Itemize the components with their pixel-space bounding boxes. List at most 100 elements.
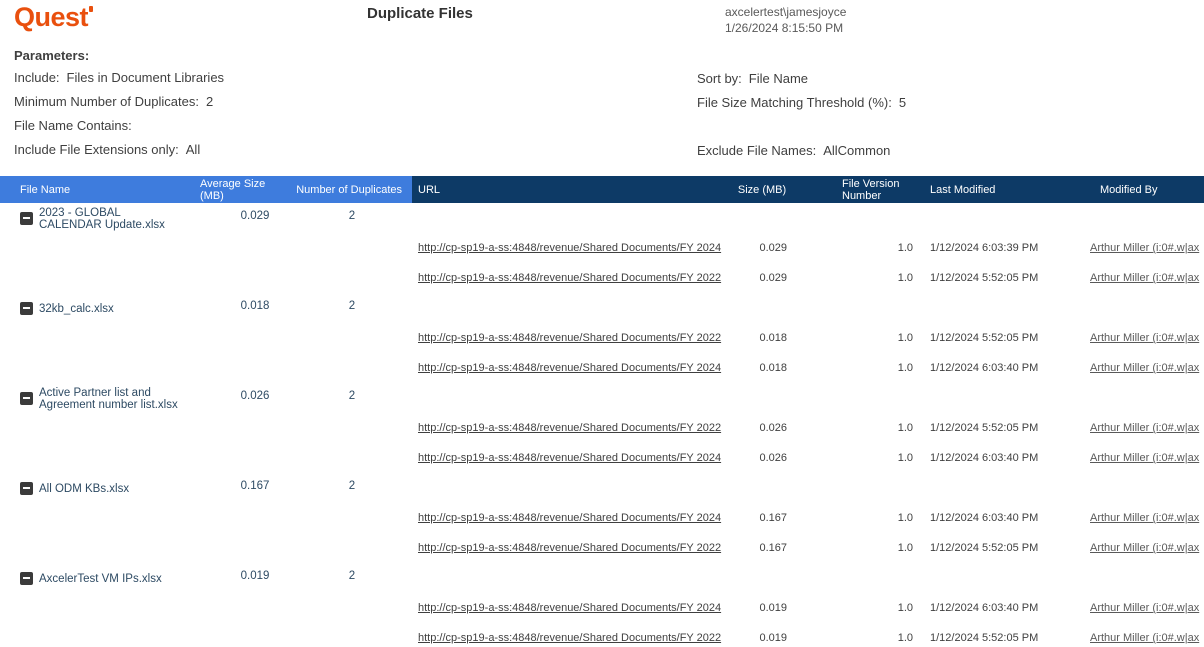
quest-logo: Quest bbox=[14, 2, 94, 33]
modified-by-link[interactable]: Arthur Miller (i:0#.w|ax bbox=[1090, 452, 1200, 464]
modified-by-link[interactable]: Arthur Miller (i:0#.w|ax bbox=[1090, 632, 1200, 644]
file-name: All ODM KBs.xlsx bbox=[39, 483, 130, 495]
modified-by-cell: Arthur Miller (i:0#.w|ax bbox=[1090, 542, 1204, 554]
duplicate-count-value: 2 bbox=[348, 300, 356, 312]
file-name-cell: Active Partner list and Agreement number… bbox=[0, 383, 200, 413]
collapse-icon[interactable] bbox=[20, 301, 33, 315]
file-version-value: 1.0 bbox=[897, 512, 913, 524]
file-name-cell: 2023 - GLOBAL CALENDAR Update.xlsx bbox=[0, 203, 200, 233]
file-name: AxcelerTest VM IPs.xlsx bbox=[39, 573, 162, 585]
duplicate-file-row: http://cp-sp19-a-ss:4848/revenue/Shared … bbox=[0, 533, 1204, 563]
trademark-icon bbox=[89, 6, 94, 12]
size-value: 0.167 bbox=[759, 512, 787, 524]
url-cell: http://cp-sp19-a-ss:4848/revenue/Shared … bbox=[412, 272, 732, 284]
file-url-link[interactable]: http://cp-sp19-a-ss:4848/revenue/Shared … bbox=[418, 242, 722, 254]
quest-logo-text: Quest bbox=[14, 2, 89, 32]
modified-by-cell: Arthur Miller (i:0#.w|ax bbox=[1090, 512, 1204, 524]
file-version-value: 1.0 bbox=[897, 422, 913, 434]
collapse-icon[interactable] bbox=[20, 391, 33, 405]
average-size-value: 0.019 bbox=[240, 570, 270, 582]
parameters-left: Parameters: Include: Files in Document Li… bbox=[14, 48, 224, 162]
collapse-icon[interactable] bbox=[20, 571, 33, 585]
size-value: 0.019 bbox=[759, 602, 787, 614]
last-modified-value: 1/12/2024 6:03:40 PM bbox=[930, 452, 1039, 464]
group-summary-row: Active Partner list and Agreement number… bbox=[0, 383, 1204, 413]
group-summary-row: 2023 - GLOBAL CALENDAR Update.xlsx 0.029… bbox=[0, 203, 1204, 233]
modified-by-cell: Arthur Miller (i:0#.w|ax bbox=[1090, 272, 1204, 284]
file-name-cell: All ODM KBs.xlsx bbox=[0, 473, 200, 503]
size-value: 0.019 bbox=[759, 632, 787, 644]
url-cell: http://cp-sp19-a-ss:4848/revenue/Shared … bbox=[412, 242, 732, 254]
file-url-link[interactable]: http://cp-sp19-a-ss:4848/revenue/Shared … bbox=[418, 632, 722, 644]
duplicate-group: 2023 - GLOBAL CALENDAR Update.xlsx 0.029… bbox=[0, 203, 1204, 293]
column-header-file-name: File Name bbox=[0, 176, 200, 203]
last-modified-value: 1/12/2024 5:52:05 PM bbox=[930, 272, 1039, 284]
group-summary-row: AxcelerTest VM IPs.xlsx 0.019 2 bbox=[0, 563, 1204, 593]
file-version-value: 1.0 bbox=[897, 632, 913, 644]
duplicate-group: Active Partner list and Agreement number… bbox=[0, 383, 1204, 473]
modified-by-cell: Arthur Miller (i:0#.w|ax bbox=[1090, 332, 1204, 344]
collapse-icon[interactable] bbox=[20, 211, 33, 225]
file-name-cell: AxcelerTest VM IPs.xlsx bbox=[0, 563, 200, 593]
duplicate-group: All ODM KBs.xlsx 0.167 2 http://cp-sp19-… bbox=[0, 473, 1204, 563]
parameters-heading: Parameters: bbox=[14, 48, 90, 63]
url-cell: http://cp-sp19-a-ss:4848/revenue/Shared … bbox=[412, 512, 732, 524]
last-modified-value: 1/12/2024 6:03:40 PM bbox=[930, 362, 1039, 374]
parameters-right: Sort by: File Name File Size Matching Thr… bbox=[697, 67, 906, 163]
group-summary-row: 32kb_calc.xlsx 0.018 2 bbox=[0, 293, 1204, 323]
url-cell: http://cp-sp19-a-ss:4848/revenue/Shared … bbox=[412, 422, 732, 434]
column-header-average-size: Average Size (MB) bbox=[200, 176, 292, 203]
last-modified-value: 1/12/2024 6:03:39 PM bbox=[930, 242, 1039, 254]
modified-by-link[interactable]: Arthur Miller (i:0#.w|ax bbox=[1090, 332, 1200, 344]
report-meta: axcelertest\jamesjoyce 1/26/2024 8:15:50… bbox=[725, 4, 846, 36]
file-name-cell: 32kb_calc.xlsx bbox=[0, 293, 200, 323]
duplicate-count-value: 2 bbox=[348, 390, 356, 402]
param-sort-by: Sort by: File Name bbox=[697, 71, 809, 86]
modified-by-link[interactable]: Arthur Miller (i:0#.w|ax bbox=[1090, 362, 1200, 374]
modified-by-cell: Arthur Miller (i:0#.w|ax bbox=[1090, 632, 1204, 644]
group-summary-row: All ODM KBs.xlsx 0.167 2 bbox=[0, 473, 1204, 503]
size-value: 0.029 bbox=[759, 242, 787, 254]
last-modified-value: 1/12/2024 5:52:05 PM bbox=[930, 422, 1039, 434]
param-include-extensions: Include File Extensions only: All bbox=[14, 142, 201, 157]
collapse-icon[interactable] bbox=[20, 481, 33, 495]
table-body: 2023 - GLOBAL CALENDAR Update.xlsx 0.029… bbox=[0, 203, 1204, 647]
modified-by-link[interactable]: Arthur Miller (i:0#.w|ax bbox=[1090, 242, 1200, 254]
report-title: Duplicate Files bbox=[367, 5, 473, 22]
modified-by-link[interactable]: Arthur Miller (i:0#.w|ax bbox=[1090, 542, 1200, 554]
last-modified-value: 1/12/2024 5:52:05 PM bbox=[930, 542, 1039, 554]
duplicate-count-value: 2 bbox=[348, 480, 356, 492]
modified-by-link[interactable]: Arthur Miller (i:0#.w|ax bbox=[1090, 422, 1200, 434]
duplicate-file-row: http://cp-sp19-a-ss:4848/revenue/Shared … bbox=[0, 353, 1204, 383]
modified-by-cell: Arthur Miller (i:0#.w|ax bbox=[1090, 452, 1204, 464]
file-url-link[interactable]: http://cp-sp19-a-ss:4848/revenue/Shared … bbox=[418, 602, 722, 614]
modified-by-link[interactable]: Arthur Miller (i:0#.w|ax bbox=[1090, 602, 1200, 614]
param-include: Include: Files in Document Libraries bbox=[14, 70, 225, 85]
file-url-link[interactable]: http://cp-sp19-a-ss:4848/revenue/Shared … bbox=[418, 332, 722, 344]
file-url-link[interactable]: http://cp-sp19-a-ss:4848/revenue/Shared … bbox=[418, 362, 722, 374]
report-user: axcelertest\jamesjoyce bbox=[725, 5, 847, 19]
file-name: Active Partner list and Agreement number… bbox=[39, 387, 178, 411]
modified-by-cell: Arthur Miller (i:0#.w|ax bbox=[1090, 242, 1204, 254]
duplicate-file-row: http://cp-sp19-a-ss:4848/revenue/Shared … bbox=[0, 623, 1204, 647]
file-version-value: 1.0 bbox=[897, 272, 913, 284]
file-version-value: 1.0 bbox=[897, 362, 913, 374]
file-url-link[interactable]: http://cp-sp19-a-ss:4848/revenue/Shared … bbox=[418, 452, 722, 464]
size-value: 0.018 bbox=[759, 332, 787, 344]
file-version-value: 1.0 bbox=[897, 332, 913, 344]
column-header-url: URL bbox=[412, 176, 732, 203]
modified-by-cell: Arthur Miller (i:0#.w|ax bbox=[1090, 602, 1204, 614]
file-url-link[interactable]: http://cp-sp19-a-ss:4848/revenue/Shared … bbox=[418, 512, 722, 524]
file-url-link[interactable]: http://cp-sp19-a-ss:4848/revenue/Shared … bbox=[418, 422, 722, 434]
average-size-value: 0.029 bbox=[240, 210, 270, 222]
last-modified-value: 1/12/2024 5:52:05 PM bbox=[930, 332, 1039, 344]
table-header: File Name Average Size (MB) Number of Du… bbox=[0, 176, 1204, 203]
duplicate-file-row: http://cp-sp19-a-ss:4848/revenue/Shared … bbox=[0, 263, 1204, 293]
modified-by-link[interactable]: Arthur Miller (i:0#.w|ax bbox=[1090, 272, 1200, 284]
param-size-threshold: File Size Matching Threshold (%): 5 bbox=[697, 95, 907, 110]
column-header-modified-by: Modified By bbox=[1090, 176, 1204, 203]
modified-by-link[interactable]: Arthur Miller (i:0#.w|ax bbox=[1090, 512, 1200, 524]
file-url-link[interactable]: http://cp-sp19-a-ss:4848/revenue/Shared … bbox=[418, 272, 722, 284]
file-url-link[interactable]: http://cp-sp19-a-ss:4848/revenue/Shared … bbox=[418, 542, 722, 554]
modified-by-cell: Arthur Miller (i:0#.w|ax bbox=[1090, 422, 1204, 434]
